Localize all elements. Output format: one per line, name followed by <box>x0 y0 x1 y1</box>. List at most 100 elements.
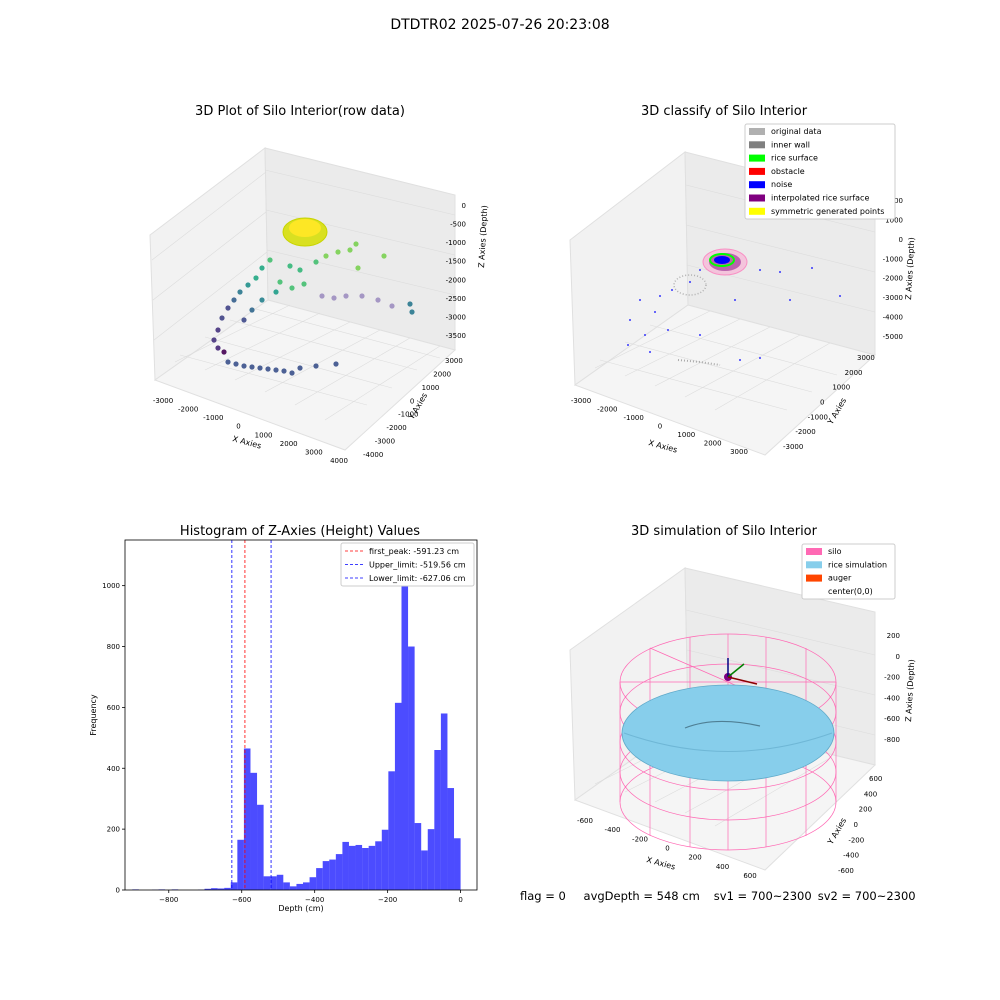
sv1-text: sv1 = 700~2300 <box>713 889 812 903</box>
classify-legend-swatch <box>749 167 765 175</box>
simulation-plot-title: 3D simulation of Silo Interior <box>631 524 817 539</box>
simulation-xticks: -600 -400 -200 0 200 400 600 <box>577 817 757 880</box>
histogram-ytick-label: 200 <box>107 826 120 834</box>
raw-xtick-label: 2000 <box>280 440 298 448</box>
histogram-bar <box>243 748 251 890</box>
histogram-bar <box>440 713 448 890</box>
classify-legend-swatch <box>749 181 765 189</box>
simulation-legend-swatch <box>806 574 822 582</box>
classify-legend <box>744 123 896 220</box>
simulation-ytick-label: 600 <box>869 775 882 783</box>
simulation-xtick-label: 400 <box>716 863 729 871</box>
simulation-legend <box>801 543 896 600</box>
classify-xtick-label: -1000 <box>623 414 643 422</box>
histogram-bar <box>283 882 290 890</box>
histogram-legend-label: first_peak: -591.23 cm <box>369 547 459 556</box>
classify-legend-label: interpolated rice surface <box>771 194 869 203</box>
classify-plot-title: 3D classify of Silo Interior <box>640 104 808 119</box>
histogram-bar <box>329 859 336 890</box>
simulation-legend-label: center(0,0) <box>828 587 873 596</box>
raw-xticks: -3000 -2000 -1000 0 1000 2000 3000 4000 <box>153 397 348 465</box>
raw-ztick-label: -3000 <box>446 313 466 321</box>
classify-xtick-label: 1000 <box>677 431 695 439</box>
classify-legend-label: noise <box>771 180 792 189</box>
raw-ztick-label: -3500 <box>446 332 466 340</box>
histogram-bar <box>335 854 343 890</box>
classify-legend-swatch <box>749 154 765 162</box>
histogram-title: Histogram of Z-Axies (Height) Values <box>179 524 421 539</box>
histogram-bar <box>427 829 435 890</box>
simulation-ytick-label: -200 <box>848 836 864 844</box>
sv2-text: sv2 = 700~2300 <box>817 889 916 903</box>
histogram-bar <box>421 850 428 890</box>
histogram-bar <box>322 861 330 890</box>
histogram-bar <box>289 886 297 890</box>
simulation-ztick-label: -600 <box>884 715 900 723</box>
simulation-3d-plot: X Axies Y Axies Z Axies (Depth) -600 -400… <box>569 543 916 880</box>
classify-legend-swatch <box>749 194 765 202</box>
simulation-xtick-label: -200 <box>632 835 648 843</box>
histogram-bar <box>217 888 225 890</box>
histogram-bar <box>316 868 323 890</box>
simulation-legend-swatch <box>806 548 822 555</box>
status-line: flag = 0 avgDepth = 548 cm sv1 = 700~2300… <box>520 889 930 903</box>
simulation-ytick-label: 0 <box>854 821 858 829</box>
classify-zlabel: Z Axies (Depth) <box>904 237 916 300</box>
classify-xtick-label: 2000 <box>704 440 722 448</box>
histogram-bar <box>276 874 284 890</box>
classify-ytick-label: -2000 <box>795 428 815 436</box>
histogram-legend <box>340 542 475 587</box>
histogram-bar <box>348 845 356 890</box>
simulation-xtick-label: 200 <box>688 854 701 862</box>
histogram-legend-label: Lower_limit: -627.06 cm <box>369 574 466 583</box>
simulation-ztick-label: -200 <box>884 674 900 682</box>
histogram-bar <box>263 876 271 890</box>
classify-legend-swatch <box>749 128 765 135</box>
raw-ztick-label: -1000 <box>446 239 466 247</box>
raw-ytick-label: -1000 <box>398 411 418 419</box>
histogram-bar <box>309 877 317 890</box>
histogram-bar <box>250 772 258 890</box>
flag-text: flag = 0 <box>520 889 566 903</box>
classify-legend-label: rice surface <box>771 154 818 163</box>
simulation-ytick-label: 200 <box>859 806 872 814</box>
classify-ylabel: Y Axies <box>825 396 848 426</box>
histogram-threshold-lines <box>231 540 272 890</box>
simulation-xlabel: X Axies <box>645 855 676 871</box>
classify-ytick-label: 3000 <box>857 354 875 362</box>
raw-xtick-label: 0 <box>236 423 240 431</box>
classify-ytick-label: -3000 <box>783 443 803 451</box>
classify-xtick-label: -2000 <box>597 406 617 414</box>
classify-3d-plot: X Axies Y Axies Z Axies (Depth) -3000 -20… <box>569 123 916 456</box>
histogram-ytick-label: 0 <box>116 887 120 895</box>
histogram-bar <box>230 882 238 890</box>
histogram-bar <box>362 848 369 890</box>
simulation-legend-label: silo <box>828 547 842 556</box>
simulation-legend-label: auger <box>828 574 852 583</box>
histogram-ylabel: Frequency <box>89 694 98 736</box>
histogram-bar <box>394 702 402 890</box>
classify-xticks: -3000 -2000 -1000 0 1000 2000 3000 <box>571 397 748 456</box>
histogram-bar <box>375 841 382 890</box>
simulation-legend-label: rice simulation <box>828 560 887 569</box>
simulation-xtick-label: -600 <box>577 817 593 825</box>
raw-plot-title: 3D Plot of Silo Interior(row data) <box>195 104 405 119</box>
avg-depth-text: avgDepth = 548 cm <box>583 889 700 903</box>
simulation-ztick-label: 0 <box>896 653 900 661</box>
raw-xtick-label: 1000 <box>255 431 273 439</box>
classify-legend-label: obstacle <box>771 167 805 176</box>
raw-xtick-label: 4000 <box>330 457 348 465</box>
histogram-xlabel: Depth (cm) <box>278 904 323 913</box>
histogram-bar <box>211 888 218 890</box>
raw-ztick-label: -500 <box>450 221 466 229</box>
simulation-ytick-label: 400 <box>864 790 877 798</box>
classify-ytick-label: 0 <box>820 399 824 407</box>
classify-ztick-label: 0 <box>899 236 903 244</box>
classify-legend-swatch <box>749 141 765 149</box>
histogram-bar <box>381 829 389 890</box>
classify-ytick-label: -1000 <box>808 413 828 421</box>
simulation-ztick-label: 200 <box>887 632 900 640</box>
classify-ztick-label: 1000 <box>885 216 903 224</box>
